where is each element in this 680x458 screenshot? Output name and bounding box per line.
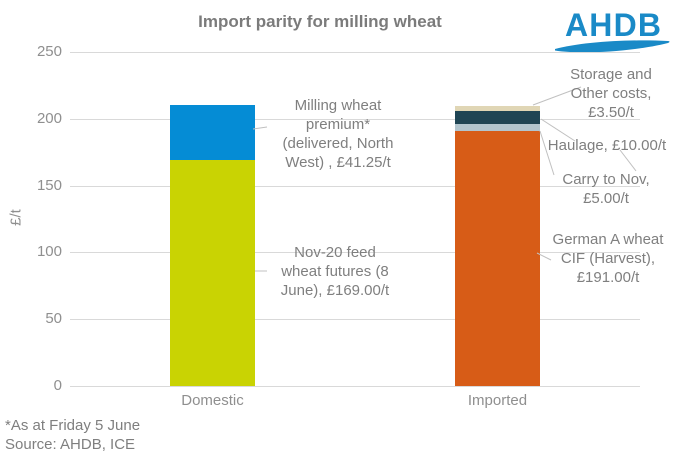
y-tick-label-150: 150	[36, 176, 62, 194]
ahdb-logo: AHDB	[552, 5, 672, 62]
category-label-imported: Imported	[467, 392, 528, 409]
y-axis-title: £/t	[7, 209, 25, 226]
gridline-0	[70, 386, 640, 387]
gridline-250	[70, 52, 640, 53]
gridline-100	[70, 252, 640, 254]
bar-segment-haulage	[455, 110, 540, 125]
ahdb-logo-graphic: AHDB	[555, 7, 670, 53]
annotation-carry-to-nov: Carry to Nov, £5.00/t	[562, 171, 650, 207]
annotation-haulage: Haulage, £10.00/t	[547, 137, 667, 154]
chart-title: Import parity for milling wheat	[198, 12, 442, 31]
bar-segment-nov-20-feed-wheat-futures-8-june	[170, 160, 255, 386]
logo-wave-icon	[555, 40, 670, 53]
bar-segment-carry-to-nov	[455, 124, 540, 131]
bar-segment-storage-and-other-costs	[455, 106, 540, 111]
bar-segment-milling-wheat-premium-delivered-north-west	[170, 105, 255, 161]
annotation-storage-other-costs: Storage and Other costs, £3.50/t	[570, 66, 652, 121]
category-label-domestic: Domestic	[181, 392, 244, 409]
annotation-german-a-wheat: German A wheat CIF (Harvest), £191.00/t	[552, 231, 664, 286]
ahdb-logo-text: AHDB	[565, 7, 661, 43]
gridline-150	[70, 185, 640, 187]
gridline-50	[70, 319, 640, 321]
y-tick-label-50: 50	[45, 310, 62, 328]
annotation-milling-wheat-premium: Milling wheat premium* (delivered, North…	[282, 97, 394, 171]
gridline-200	[70, 118, 640, 120]
y-tick-label-200: 200	[36, 109, 62, 127]
footnote: *As at Friday 5 June	[5, 417, 141, 434]
y-tick-label-250: 250	[36, 43, 62, 60]
bar-segment-german-a-wheat-cif-harvest	[455, 130, 540, 386]
source-line: Source: AHDB, ICE	[5, 436, 136, 453]
y-tick-label-0: 0	[53, 377, 62, 394]
annotation-feed-wheat-futures: Nov-20 feed wheat futures (8 June), £169…	[280, 244, 390, 299]
y-tick-label-100: 100	[36, 243, 62, 261]
